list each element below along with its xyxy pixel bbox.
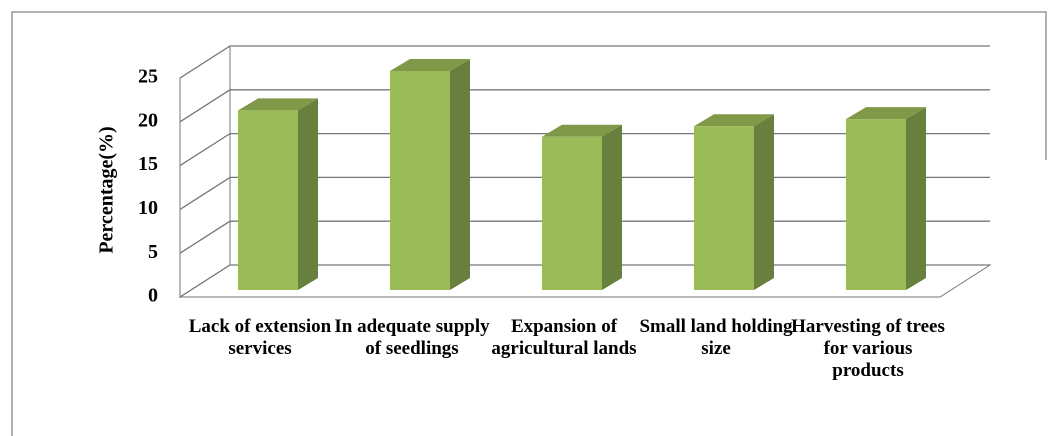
x-tick-label: Expansion of agricultural lands	[491, 316, 637, 359]
y-tick-label: 10	[138, 197, 158, 219]
grid-line	[179, 89, 990, 123]
bar-top	[542, 124, 622, 137]
bar-side	[298, 98, 318, 290]
bar-front	[846, 119, 906, 291]
y-tick-label: 15	[138, 153, 158, 175]
bar-top	[238, 98, 318, 111]
bar-front	[390, 71, 450, 290]
bar	[390, 59, 470, 290]
bar-front	[238, 110, 298, 290]
side-wall	[179, 45, 231, 297]
grid-line	[179, 45, 990, 79]
bar-top	[390, 59, 470, 71]
bar	[694, 114, 774, 290]
frame	[11, 11, 1047, 436]
bar-top	[846, 107, 926, 120]
y-tick-label: 0	[148, 285, 158, 307]
y-tick-label: 25	[138, 66, 158, 88]
bar-top	[694, 114, 774, 127]
x-tick-label: Small land holding size	[639, 316, 793, 359]
x-tick-label: Lack of extension services	[188, 316, 332, 359]
bar-front	[694, 126, 754, 290]
bar	[846, 107, 926, 291]
bar-front	[542, 136, 602, 290]
x-tick-label: Harvesting of trees for various products	[791, 316, 945, 381]
bar	[238, 98, 318, 290]
x-tick-label: In adequate supply of seedlings	[334, 316, 490, 359]
bar-side	[602, 124, 622, 290]
y-tick-label: 20	[138, 109, 158, 131]
bar-side	[906, 107, 926, 291]
y-tick-label: 5	[148, 241, 158, 263]
bar-side	[754, 114, 774, 290]
bar-side	[450, 59, 470, 290]
bar	[542, 124, 622, 290]
y-axis-label: Percentage(%)	[96, 126, 118, 253]
